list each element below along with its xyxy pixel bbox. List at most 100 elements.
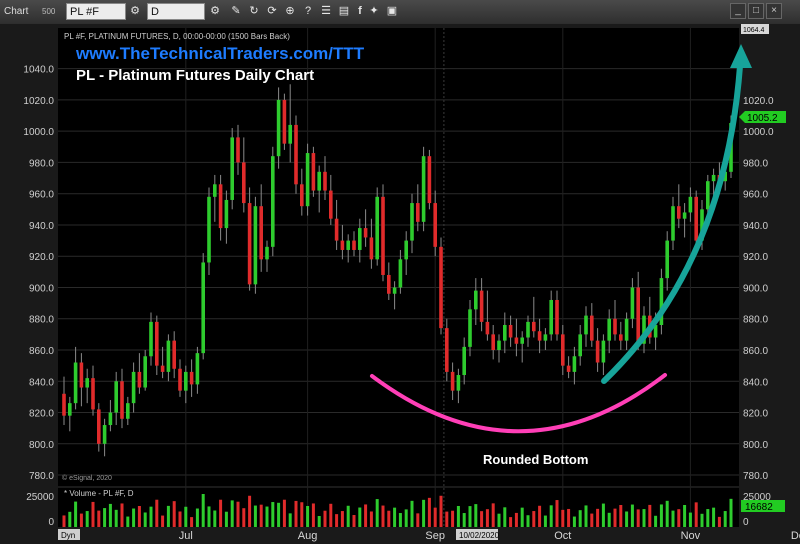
uptrend-arrow xyxy=(601,63,743,384)
candle-body xyxy=(421,156,426,222)
volume-bar xyxy=(79,513,83,527)
price-panel[interactable] xyxy=(58,28,739,486)
candle-body xyxy=(253,206,258,285)
volume-bar xyxy=(323,510,327,527)
volume-bar xyxy=(723,511,727,527)
candle-body xyxy=(352,240,356,250)
candle-body xyxy=(671,206,675,241)
volume-bar xyxy=(248,495,252,527)
symbol-search-icon[interactable]: ⚙ xyxy=(130,5,140,17)
volume-bar xyxy=(393,507,397,527)
price-tick-left: 860.0 xyxy=(29,346,54,357)
volume-bar xyxy=(555,500,559,527)
twitter-icon[interactable]: ✦ xyxy=(369,5,379,17)
volume-bar xyxy=(103,508,107,527)
volume-bar xyxy=(329,503,333,527)
candle-body xyxy=(137,371,142,388)
candle-body xyxy=(259,206,263,260)
volume-bars xyxy=(62,494,733,527)
add-icon[interactable]: ⊕ xyxy=(285,5,295,17)
candle-body xyxy=(387,274,391,294)
volume-bar xyxy=(671,510,675,527)
price-tick-right: 940.0 xyxy=(743,221,768,232)
candle-body xyxy=(317,171,321,191)
volume-bar xyxy=(306,505,310,527)
candle-body xyxy=(410,203,414,241)
candle-body xyxy=(102,425,107,444)
interval-settings-icon[interactable]: ⚙ xyxy=(210,5,220,17)
candle-body xyxy=(195,353,200,385)
price-tick-left: 980.0 xyxy=(29,158,54,169)
volume-bar xyxy=(352,515,356,527)
volume-bar xyxy=(126,516,130,527)
volume-bar xyxy=(503,507,507,527)
close-button[interactable]: × xyxy=(766,3,782,19)
candle-body xyxy=(381,196,385,275)
volume-bar xyxy=(242,508,246,527)
maximize-button[interactable]: □ xyxy=(748,3,764,19)
help-icon[interactable]: ? xyxy=(304,5,312,17)
volume-bar xyxy=(398,513,402,527)
volume-bar xyxy=(282,499,286,527)
volume-bar xyxy=(613,508,617,527)
facebook-icon[interactable]: f xyxy=(358,5,362,17)
candle-body xyxy=(416,203,420,222)
candle-body xyxy=(688,196,693,213)
volume-bar xyxy=(439,495,443,527)
window-badge: 500 xyxy=(42,7,56,16)
dyn-button[interactable] xyxy=(58,529,80,540)
candle-body xyxy=(392,287,397,294)
link-icon[interactable]: ⟳ xyxy=(267,5,277,17)
symbol-input[interactable]: PL #F xyxy=(66,3,126,20)
volume-bar xyxy=(224,511,228,527)
candle-body xyxy=(108,412,113,426)
candle-body xyxy=(363,228,368,238)
volume-bar xyxy=(572,516,576,527)
pencil-icon[interactable]: ✎ xyxy=(231,5,241,17)
save-icon[interactable]: ▣ xyxy=(386,5,398,17)
price-tick-right: 1020.0 xyxy=(743,96,774,107)
price-tick-left: 800.0 xyxy=(29,440,54,451)
volume-bar xyxy=(335,514,339,527)
month-label: Aug xyxy=(298,530,318,542)
price-tick-left: 880.0 xyxy=(29,315,54,326)
price-tick-left: 900.0 xyxy=(29,283,54,294)
page-icon[interactable]: ▤ xyxy=(338,5,350,17)
volume-bar xyxy=(497,513,501,527)
volume-bar xyxy=(294,500,298,527)
price-tick-left: 1040.0 xyxy=(23,65,54,76)
volume-bar xyxy=(132,508,136,527)
grid xyxy=(58,28,739,527)
rounded-bottom-label: Rounded Bottom xyxy=(483,452,588,467)
minimize-button[interactable]: _ xyxy=(730,3,746,19)
volume-bar xyxy=(474,504,478,527)
sliders-icon[interactable]: ☰ xyxy=(321,5,331,17)
window-label[interactable]: Chart xyxy=(4,6,29,17)
volume-bar xyxy=(712,507,716,527)
candle-body xyxy=(601,340,606,363)
price-tick-right: 980.0 xyxy=(743,158,768,169)
volume-bar xyxy=(590,513,594,527)
refresh-icon[interactable]: ↻ xyxy=(249,5,259,17)
candle-body xyxy=(653,324,658,338)
volume-bar xyxy=(358,507,362,527)
price-tick-left: 1020.0 xyxy=(23,96,54,107)
candle-body xyxy=(143,356,147,388)
volume-bar xyxy=(369,511,373,527)
candle-body xyxy=(201,262,205,354)
volume-bar xyxy=(364,504,368,527)
volume-bar xyxy=(462,513,466,527)
price-tick-right: 800.0 xyxy=(743,440,768,451)
chart-canvas[interactable]: 1040.0 1020.0 1020.0 1000.0 1000.0 980.0 980.0… xyxy=(0,24,800,544)
interval-input[interactable]: D xyxy=(147,3,205,20)
volume-bar xyxy=(375,499,379,527)
candle-body xyxy=(537,331,542,341)
candle-body xyxy=(172,340,176,369)
candle-body xyxy=(700,209,704,241)
volume-bar xyxy=(277,502,281,527)
candle-body xyxy=(439,246,443,329)
volume-bar xyxy=(433,507,437,527)
candle-body xyxy=(91,378,95,410)
volume-bar xyxy=(410,500,414,527)
candle-body xyxy=(346,240,350,250)
